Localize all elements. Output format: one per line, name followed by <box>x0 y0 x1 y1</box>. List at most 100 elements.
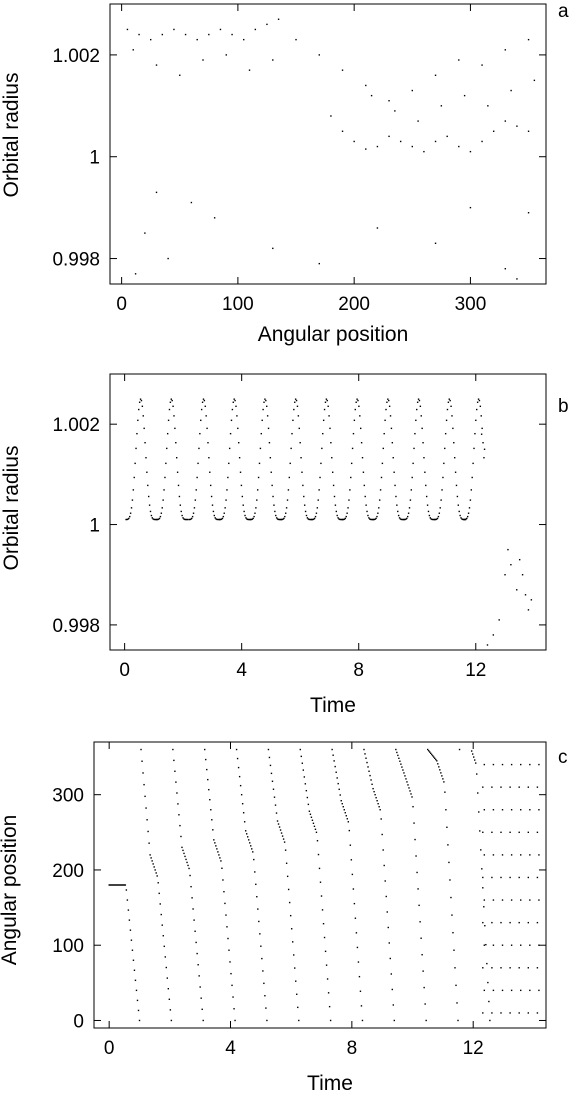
panel-c-point <box>176 792 178 794</box>
panel-c-point <box>132 959 135 961</box>
panel-c-point <box>121 884 124 886</box>
panel-a-point <box>388 100 390 102</box>
panel-c-point <box>480 849 482 851</box>
panel-c-point <box>307 803 310 806</box>
panel-c-point <box>192 908 194 910</box>
panel-c-point <box>482 967 484 969</box>
panel-b-point <box>452 427 454 430</box>
panel-c-point <box>163 945 165 948</box>
panel-b-point <box>219 518 222 521</box>
panel-c-point <box>343 809 345 811</box>
panel-c-point <box>475 762 477 764</box>
panel-c-point <box>204 748 206 751</box>
panel-b-point <box>175 457 178 459</box>
panel-c-point <box>277 823 280 825</box>
panel-b-point <box>251 518 253 520</box>
panel-c-point <box>153 866 155 868</box>
panel-b-point <box>486 644 489 646</box>
panel-b-point <box>168 408 171 411</box>
panel-c-point <box>449 879 451 881</box>
panel-c-point <box>177 803 179 805</box>
panel-c-point <box>160 913 162 916</box>
panel-b-point <box>154 518 156 521</box>
panel-b-point <box>185 518 187 521</box>
panel-a-point <box>434 140 437 143</box>
panel-c-point <box>474 759 476 761</box>
panel-c-point <box>382 849 384 851</box>
panel-c-point <box>360 1005 363 1007</box>
panel-c-point <box>324 950 327 953</box>
panel-c-point <box>388 942 390 944</box>
panel-b-point <box>363 484 366 487</box>
panel-c-point <box>319 881 322 883</box>
panel-b-point <box>322 419 325 422</box>
panel-b-point <box>480 433 483 435</box>
panel-c-point <box>403 772 405 774</box>
panel-b-point <box>214 517 216 519</box>
panel-b-point <box>150 514 153 517</box>
panel-c-point <box>117 884 119 886</box>
panel-b-xtick-label: 12 <box>465 660 486 681</box>
panel-b-point <box>137 419 139 422</box>
panel-b-point <box>369 518 372 521</box>
panel-c-point <box>202 1019 204 1022</box>
panel-c-point <box>264 995 266 997</box>
panel-b-point <box>457 504 460 506</box>
panel-a: 0 100 200 300 0.998 1 1.002 Orbital radius Ang… <box>0 1 569 346</box>
panel-b-point <box>321 447 323 450</box>
panel-c-point <box>271 780 274 783</box>
panel-a-point <box>399 140 402 143</box>
panel-b-point <box>406 515 409 518</box>
panel-c-point <box>194 930 196 932</box>
panel-b-point <box>405 518 407 520</box>
panel-c-point <box>141 760 143 762</box>
panel-c-point <box>313 825 316 827</box>
panel-c-point <box>433 756 435 758</box>
panel-b-point <box>402 518 404 521</box>
panel-c-point <box>520 763 522 766</box>
panel-b-point <box>521 574 524 576</box>
panel-c-point <box>389 957 391 960</box>
panel-c-point <box>482 887 484 889</box>
panel-a-point <box>272 247 274 250</box>
panel-c-point <box>372 787 374 790</box>
panel-b-point <box>291 432 293 435</box>
panel-c-point <box>402 769 404 771</box>
panel-b-point <box>241 495 244 498</box>
panel-c-point <box>170 1019 173 1022</box>
panel-b-point <box>127 518 129 520</box>
panel-b-point <box>465 518 467 520</box>
panel-c-point <box>227 937 229 940</box>
panel-c-point <box>129 929 132 931</box>
panel-c-point <box>520 989 522 992</box>
panel-c-point <box>173 759 175 762</box>
panel-b-point <box>340 518 342 521</box>
panel-b-point <box>171 399 173 402</box>
panel-b-point <box>138 408 140 411</box>
panel-c-point <box>328 1005 331 1008</box>
panel-b-point <box>327 405 329 408</box>
panel-c-point <box>327 992 330 994</box>
panel-c-point <box>486 962 488 965</box>
panel-b-point <box>294 398 297 400</box>
panel-c-point <box>207 778 209 781</box>
panel-c-point <box>335 771 337 773</box>
panel-c-point <box>396 751 398 754</box>
panel-b-point <box>429 517 431 519</box>
panel-b-point <box>300 457 302 459</box>
panel-c-point <box>481 868 483 870</box>
panel-c-point <box>431 753 433 756</box>
panel-c-point <box>186 861 188 864</box>
panel-a-ytick-label: 1 <box>89 148 100 169</box>
panel-b-point <box>378 507 380 509</box>
panel-b-point <box>125 518 127 521</box>
panel-b-point <box>135 447 137 450</box>
panel-a-point <box>458 59 460 61</box>
panel-b-point <box>456 495 459 498</box>
panel-c-point <box>119 884 121 886</box>
panel-c-point <box>317 853 320 856</box>
panel-c-point <box>281 835 284 837</box>
panel-c-point <box>520 854 522 856</box>
panel-b-point <box>247 518 250 521</box>
panel-b-point <box>397 510 399 513</box>
